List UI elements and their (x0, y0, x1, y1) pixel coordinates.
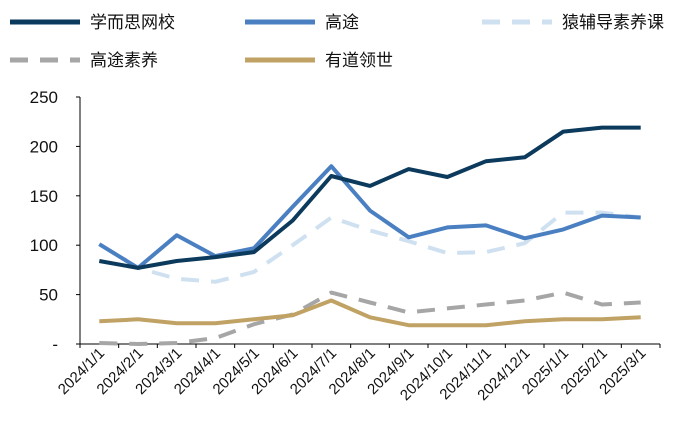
y-tick-label: 50 (39, 286, 58, 305)
legend-item: 猿辅导素养课 (482, 13, 664, 33)
legend-item: 学而思网校 (10, 13, 175, 33)
y-tick-label: 200 (30, 137, 58, 156)
series-lines (98, 125, 641, 346)
y-axis-ticks: - 50 100 150 200 250 (30, 88, 80, 354)
legend-label: 高途素养 (90, 51, 158, 71)
series-line-s4 (99, 298, 641, 328)
axes (79, 97, 660, 345)
legend-item: 高途素养 (10, 51, 158, 71)
y-tick-label: 150 (30, 187, 58, 206)
series-line-s2 (98, 210, 641, 284)
series-line-s3 (99, 290, 641, 346)
series-line-s1 (98, 164, 641, 270)
legend-label: 学而思网校 (90, 13, 175, 33)
legend-label: 猿辅导素养课 (562, 13, 664, 33)
legend-label: 高途 (325, 13, 359, 33)
y-tick-label: - (52, 335, 58, 354)
legend-item: 有道领世 (245, 51, 393, 71)
x-axis-ticks: 2024/1/12024/2/12024/3/12024/4/12024/5/1… (55, 344, 661, 404)
legend-label: 有道领世 (325, 51, 393, 71)
y-tick-label: 250 (30, 88, 58, 107)
series-line-s0 (98, 125, 641, 270)
y-tick-label: 100 (30, 236, 58, 255)
legend-item: 高途 (245, 13, 359, 33)
